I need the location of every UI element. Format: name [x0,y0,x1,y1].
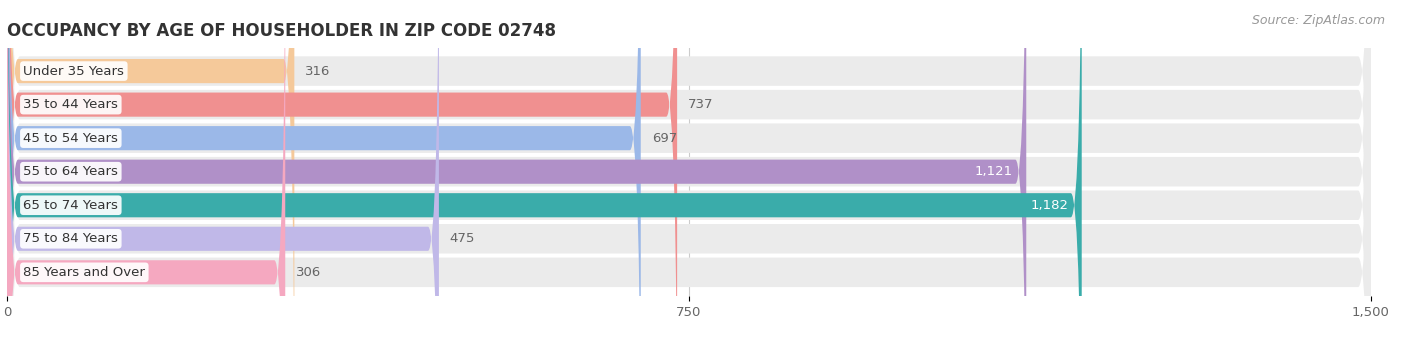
Text: 737: 737 [688,98,713,111]
Text: Under 35 Years: Under 35 Years [24,65,124,78]
Text: OCCUPANCY BY AGE OF HOUSEHOLDER IN ZIP CODE 02748: OCCUPANCY BY AGE OF HOUSEHOLDER IN ZIP C… [7,22,555,40]
FancyBboxPatch shape [7,0,1371,340]
Text: 1,182: 1,182 [1031,199,1069,212]
FancyBboxPatch shape [7,0,678,340]
FancyBboxPatch shape [7,0,1371,340]
Text: Source: ZipAtlas.com: Source: ZipAtlas.com [1251,14,1385,27]
FancyBboxPatch shape [7,0,439,340]
FancyBboxPatch shape [7,0,1371,340]
Text: 1,121: 1,121 [974,165,1012,178]
FancyBboxPatch shape [7,0,285,340]
Text: 55 to 64 Years: 55 to 64 Years [24,165,118,178]
FancyBboxPatch shape [7,0,1081,340]
FancyBboxPatch shape [7,0,294,340]
FancyBboxPatch shape [7,0,1371,340]
Text: 35 to 44 Years: 35 to 44 Years [24,98,118,111]
Text: 316: 316 [305,65,330,78]
Text: 75 to 84 Years: 75 to 84 Years [24,232,118,245]
Text: 85 Years and Over: 85 Years and Over [24,266,145,279]
FancyBboxPatch shape [7,0,641,340]
Text: 65 to 74 Years: 65 to 74 Years [24,199,118,212]
FancyBboxPatch shape [7,0,1371,340]
FancyBboxPatch shape [7,0,1026,340]
Text: 45 to 54 Years: 45 to 54 Years [24,132,118,144]
FancyBboxPatch shape [7,0,1371,340]
Text: 475: 475 [450,232,475,245]
FancyBboxPatch shape [7,0,1371,340]
Text: 697: 697 [651,132,676,144]
Text: 306: 306 [297,266,322,279]
